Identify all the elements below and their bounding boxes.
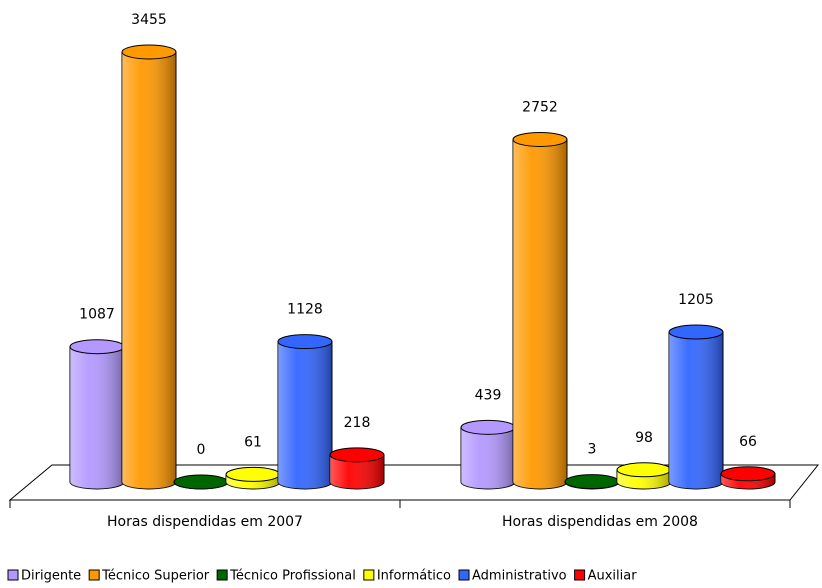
legend-label: Auxiliar <box>588 569 638 584</box>
value-label: 98 <box>635 430 653 446</box>
bar-top <box>277 334 333 350</box>
bar-top <box>173 474 229 490</box>
bar <box>616 462 672 490</box>
legend-label: Técnico Profissional <box>229 569 356 584</box>
value-label: 1205 <box>678 292 714 308</box>
bar <box>460 419 516 490</box>
value-label: 61 <box>244 434 262 450</box>
value-label: 1087 <box>79 307 115 323</box>
value-label: 1128 <box>287 302 323 318</box>
value-label: 439 <box>475 387 502 403</box>
bar <box>720 466 776 490</box>
bar <box>668 324 724 490</box>
legend-swatch <box>88 569 100 581</box>
bar-shade <box>513 139 567 490</box>
legend-label: Informático <box>377 569 451 584</box>
bar-top <box>460 419 516 435</box>
legend-label: Dirigente <box>21 569 81 584</box>
x-tick-label: Horas dispendidas em 2008 <box>502 514 698 530</box>
x-tick-label: Horas dispendidas em 2007 <box>107 514 303 530</box>
bar-shade <box>461 427 515 489</box>
bar <box>329 447 385 490</box>
legend-label: Técnico Superior <box>101 569 210 584</box>
bar-top <box>512 131 568 147</box>
legend-swatch <box>574 569 586 581</box>
bar-top <box>121 44 177 60</box>
legend-swatch <box>7 569 19 581</box>
value-label: 66 <box>739 434 757 450</box>
bar-shade <box>330 454 384 489</box>
bar <box>69 339 125 490</box>
bar <box>121 44 177 490</box>
legend-swatch <box>458 569 470 581</box>
value-label: 0 <box>197 442 206 458</box>
bar <box>564 474 620 490</box>
legend-swatch <box>216 569 228 581</box>
bar-shade <box>669 332 723 489</box>
value-label: 3455 <box>131 12 167 28</box>
legend-swatch <box>363 569 375 581</box>
value-label: 2752 <box>522 99 558 115</box>
bar <box>277 334 333 490</box>
bar-top <box>225 466 281 482</box>
bar <box>225 466 281 490</box>
bar-top <box>668 324 724 340</box>
bar-top <box>564 474 620 490</box>
bar-top <box>329 447 385 463</box>
bar <box>173 474 229 490</box>
bar-top <box>616 462 672 478</box>
bar-top <box>69 339 125 355</box>
bar <box>512 131 568 490</box>
value-label: 218 <box>344 415 371 431</box>
bar-top <box>720 466 776 482</box>
bar-shade <box>122 52 176 489</box>
value-label: 3 <box>588 442 597 458</box>
bar-shade <box>70 346 124 489</box>
legend-label: Administrativo <box>472 569 567 584</box>
bar-shade <box>278 341 332 489</box>
